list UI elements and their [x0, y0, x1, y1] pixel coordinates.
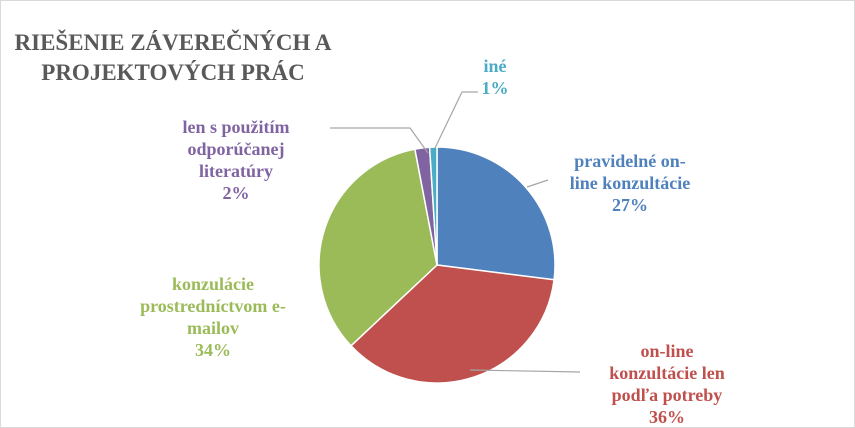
leader-line [330, 127, 429, 154]
slice-name: on-line konzultácie len podľa potreby [609, 341, 725, 405]
slice-name: konzulácie prostredníctvom e-mailov [140, 274, 286, 338]
slice-label: pravidelné on-line konzultácie 27% [568, 150, 693, 216]
pie-slice [318, 148, 438, 347]
pie-slice [428, 146, 438, 266]
slice-label: len s použitím odporúčanej literatúry 2% [164, 116, 309, 204]
pie-slice [436, 146, 556, 281]
slice-name: iné [483, 56, 507, 76]
leader-line [434, 91, 478, 149]
leader-line [469, 369, 581, 373]
leader-line [526, 179, 549, 188]
leader-lines [330, 91, 581, 373]
slice-value: 2% [222, 183, 250, 203]
slice-value: 34% [195, 340, 231, 360]
slice-label: iné 1% [465, 55, 525, 99]
slice-label: on-line konzultácie len podľa potreby 36% [595, 340, 740, 428]
slice-value: 27% [612, 195, 648, 215]
slice-value: 36% [649, 407, 685, 427]
slice-name: len s použitím odporúčanej literatúry [182, 117, 290, 181]
slice-value: 1% [481, 78, 509, 98]
chart-title: RIEŠENIE ZÁVEREČNÝCH A PROJEKTOVÝCH PRÁC [14, 30, 332, 85]
pie-slice [349, 264, 555, 384]
slice-label: konzulácie prostredníctvom e-mailov 34% [136, 273, 291, 361]
slice-name: pravidelné on-line konzultácie [569, 151, 691, 193]
